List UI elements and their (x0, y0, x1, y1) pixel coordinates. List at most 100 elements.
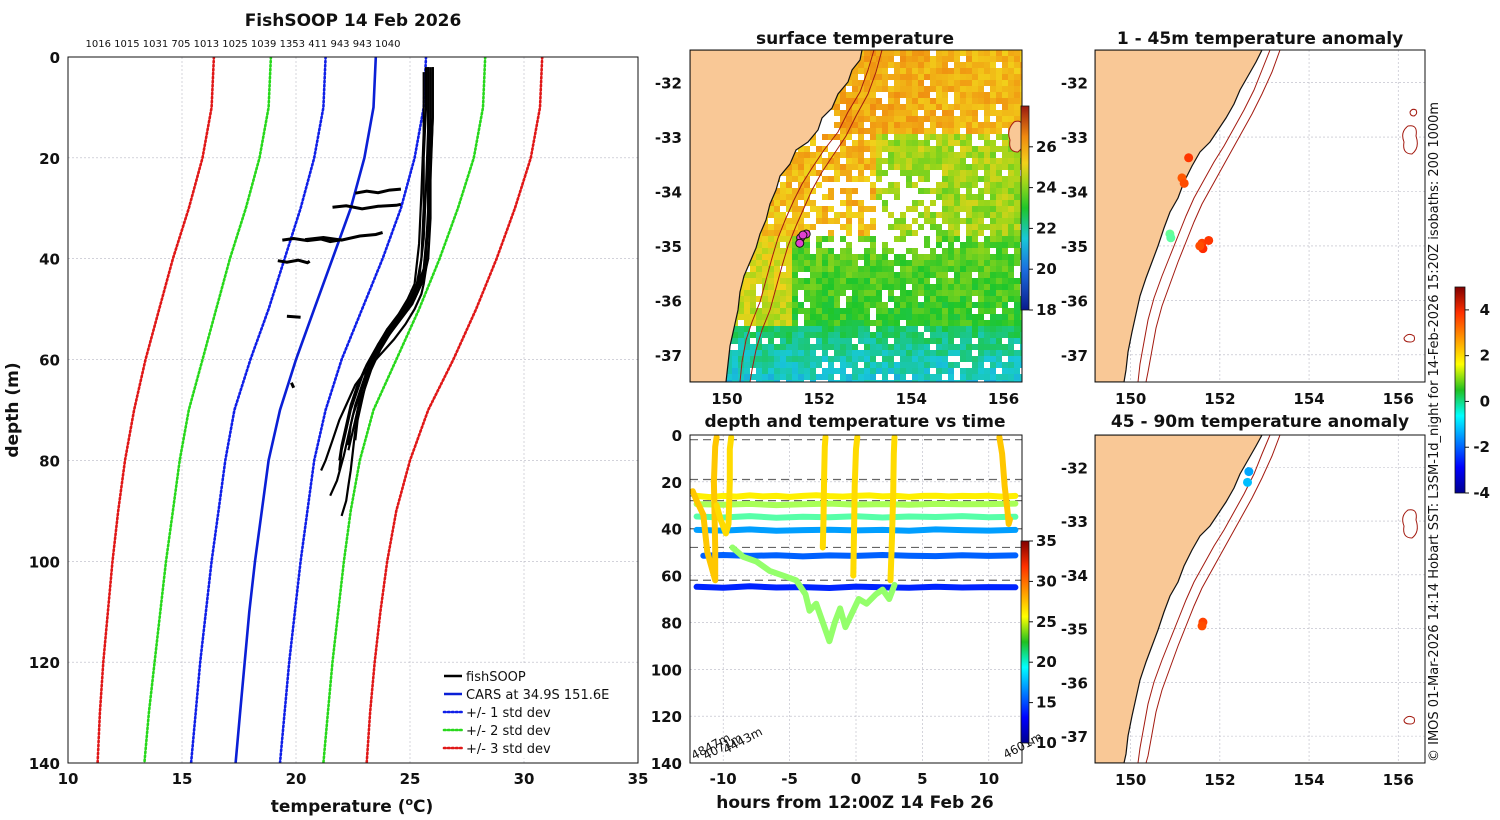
sst-pixel (846, 206, 852, 212)
sst-pixel (876, 158, 882, 164)
sst-pixel (834, 308, 840, 314)
sst-pixel (906, 272, 912, 278)
sst-pixel (900, 140, 906, 146)
sst-pixel (918, 374, 924, 380)
sst-pixel (882, 62, 888, 68)
sst-pixel (900, 230, 906, 236)
sst-pixel (792, 170, 798, 176)
sst-pixel (780, 218, 786, 224)
sst-pixel (756, 374, 762, 380)
sst-pixel (912, 158, 918, 164)
sst-pixel (786, 302, 792, 308)
sst-pixel (912, 338, 918, 344)
x-tick-label: -5 (781, 770, 798, 788)
sst-pixel (1014, 296, 1020, 302)
sst-pixel (762, 314, 768, 320)
sst-pixel (972, 74, 978, 80)
sst-pixel (834, 266, 840, 272)
sst-pixel (936, 68, 942, 74)
y-tick-label: 40 (661, 521, 682, 539)
sst-pixel (852, 272, 858, 278)
sst-pixel (780, 188, 786, 194)
sst-pixel (792, 200, 798, 206)
sst-pixel (978, 68, 984, 74)
sst-pixel (918, 254, 924, 260)
sst-pixel (990, 164, 996, 170)
sst-pixel (966, 344, 972, 350)
sst-pixel (792, 332, 798, 338)
sst-pixel (882, 146, 888, 152)
sst-pixel (966, 326, 972, 332)
sst-pixel (780, 356, 786, 362)
sst-pixel (918, 128, 924, 134)
sst-pixel (876, 290, 882, 296)
sst-pixel (774, 374, 780, 380)
sst-pixel (990, 206, 996, 212)
sst-pixel (840, 290, 846, 296)
sst-pixel (816, 284, 822, 290)
sst-pixel (732, 332, 738, 338)
sst-pixel (990, 218, 996, 224)
sst-pixel (858, 158, 864, 164)
sst-pixel (978, 74, 984, 80)
sst-pixel (744, 278, 750, 284)
sst-pixel (930, 362, 936, 368)
sst-pixel (906, 320, 912, 326)
sst-pixel (978, 122, 984, 128)
sst-pixel (900, 314, 906, 320)
x-tick-label: 30 (514, 770, 535, 788)
sst-pixel (972, 122, 978, 128)
sst-pixel (972, 230, 978, 236)
fishsoop-segment (282, 236, 342, 244)
sst-pixel (1002, 140, 1008, 146)
sst-pixel (768, 212, 774, 218)
sst-pixel (948, 284, 954, 290)
temperature-track (690, 435, 720, 584)
sst-pixel (960, 320, 966, 326)
sst-pixel (1002, 320, 1008, 326)
sst-pixel (990, 278, 996, 284)
sst-pixel (870, 158, 876, 164)
sst-pixel (840, 116, 846, 122)
sst-pixel (858, 284, 864, 290)
sst-pixel (978, 290, 984, 296)
sst-pixel (816, 314, 822, 320)
sst-pixel (954, 140, 960, 146)
sst-pixel (942, 158, 948, 164)
sst-pixel (996, 80, 1002, 86)
sst-pixel (1014, 50, 1020, 56)
sst-pixel (942, 218, 948, 224)
sst-pixel (906, 146, 912, 152)
sst-pixel (978, 284, 984, 290)
sst-pixel (1002, 278, 1008, 284)
sst-pixel (990, 368, 996, 374)
sst-pixel (894, 314, 900, 320)
sst-pixel (876, 188, 882, 194)
sst-pixel (822, 344, 828, 350)
sst-pixel (864, 116, 870, 122)
sst-pixel (786, 266, 792, 272)
isobath-1000m (1145, 435, 1281, 763)
sst-pixel (864, 314, 870, 320)
sst-pixel (984, 242, 990, 248)
sst-pixel (822, 350, 828, 356)
sst-pixel (954, 200, 960, 206)
sst-pixel (948, 50, 954, 56)
sst-pixel (894, 374, 900, 380)
sst-pixel (888, 266, 894, 272)
sst-pixel (1014, 314, 1020, 320)
sst-pixel (876, 68, 882, 74)
sst-pixel (966, 266, 972, 272)
sst-pixel (846, 362, 852, 368)
sst-pixel (948, 158, 954, 164)
profile-title: FishSOOP 14 Feb 2026 (245, 11, 462, 31)
sst-pixel (864, 68, 870, 74)
sst-pixel (954, 98, 960, 104)
sst-pixel (894, 158, 900, 164)
colorbar-tick-label: 10 (1036, 734, 1057, 752)
sst-pixel (804, 260, 810, 266)
y-tick-label: -36 (655, 292, 682, 310)
sst-pixel (864, 332, 870, 338)
sst-pixel (1014, 362, 1020, 368)
legend-label: +/- 1 std dev (466, 706, 551, 721)
